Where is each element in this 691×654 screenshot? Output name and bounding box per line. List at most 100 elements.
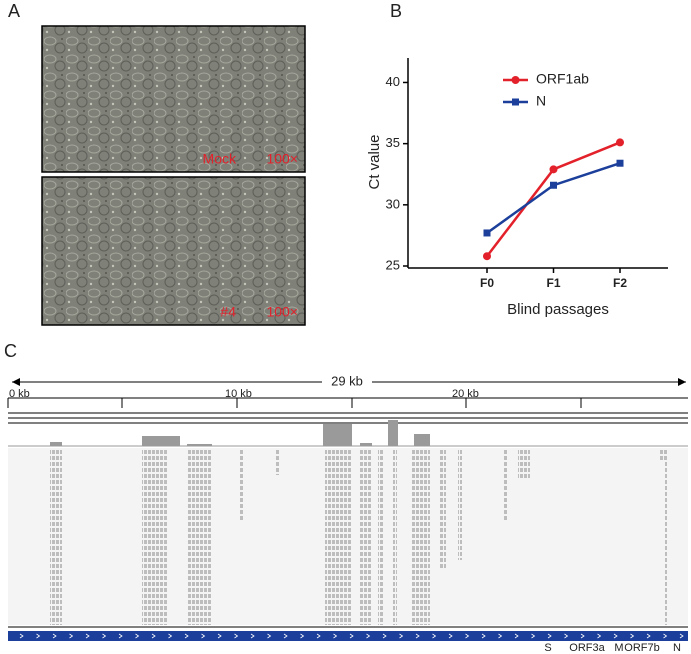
chevron [118,633,123,639]
chevron [267,633,272,639]
gene-label: ORF7b [624,642,659,654]
chevron [514,633,519,639]
chevron [531,633,536,639]
legend-label: N [536,93,546,109]
y-axis-label: Ct value [366,134,383,189]
micrograph [41,176,306,326]
chevron [102,633,107,639]
gene-label: N [673,642,681,654]
span-label: 29 kb [331,373,363,388]
x-tick-label: F2 [613,276,627,290]
ruler-ticks [7,398,582,408]
legend-label: ORF1ab [536,71,589,87]
point [616,138,624,147]
image-label: Mock [203,151,237,167]
y-tick-label: 30 [386,196,400,211]
chevron [465,633,470,639]
read-stack [665,449,668,625]
read-stack [440,449,446,570]
gene-label: ORF3a [569,642,605,654]
chevron [52,633,57,639]
coverage [50,420,668,625]
point [549,165,558,174]
gene-label: M [614,642,623,654]
chevron [597,633,602,639]
coverage-block [414,434,430,446]
chevron [234,633,239,639]
y-tick-label: 25 [386,257,400,272]
read-stack [393,449,397,625]
chevron [184,633,189,639]
chevron [349,633,354,639]
chevron [481,633,486,639]
read-stack [142,449,168,625]
track-lines [8,412,688,424]
read-stack [411,449,430,625]
coverage-block [360,443,372,446]
legend-marker [512,98,519,106]
chevron [201,633,206,639]
series-line [486,141,621,257]
read-stack [50,449,62,625]
chevron [151,633,156,639]
image-label: #4 [220,304,236,320]
gene-label: S [544,642,551,654]
chevron [679,633,684,639]
read-stack [240,449,244,520]
y-tick-label: 35 [386,135,400,150]
read-stack [276,449,280,475]
chevron [498,633,503,639]
read-stack [518,449,530,480]
chevron [333,633,338,639]
ruler-label: 20 kb [452,388,479,400]
point [616,159,624,167]
coverage-block [388,420,398,446]
read-stack [378,449,384,625]
panel-label: C [4,341,17,361]
chevron [382,633,387,639]
chevron [663,633,668,639]
ruler-label: 10 kb [225,388,252,400]
chevron [564,633,569,639]
panel-label: A [8,1,20,21]
chevron [168,633,173,639]
chevron [415,633,420,639]
chevron [448,633,453,639]
ruler-label: 0 kb [9,388,30,400]
micrograph [41,25,306,173]
chevron [19,633,24,639]
genome-browser: 29 kb 0 kb 10 kb 20 kb S ORF3a M ORF7b N [7,373,688,654]
genome-bar [8,631,688,641]
coverage-block [323,424,352,446]
magnification: 100× [266,151,298,167]
coverage-block [50,442,62,446]
chevron [250,633,255,639]
read-stack [660,449,668,460]
x-tick-label: F0 [480,276,494,290]
legend-marker [511,76,520,84]
chevron [217,633,222,639]
label-bg [322,374,372,390]
line-chart: 25 30 35 40 F0 F1 F2 Blind passages Ct value ORF1… [366,58,668,318]
chevron [646,633,651,639]
chevron [69,633,74,639]
point [550,181,557,189]
series-line [486,162,621,234]
chevron [613,633,618,639]
point [483,252,491,261]
y-tick-label: 40 [386,74,400,89]
read-stack [187,449,212,625]
strand-arrows [19,633,684,639]
chevron [85,633,90,639]
chevron [580,633,585,639]
chevron [135,633,140,639]
read-stack [458,449,462,560]
chevron [36,633,41,639]
read-stack [325,449,352,625]
coverage-block [142,436,180,446]
coverage-block [187,444,212,446]
chevron [432,633,437,639]
chevron [630,633,635,639]
chevron [547,633,552,639]
